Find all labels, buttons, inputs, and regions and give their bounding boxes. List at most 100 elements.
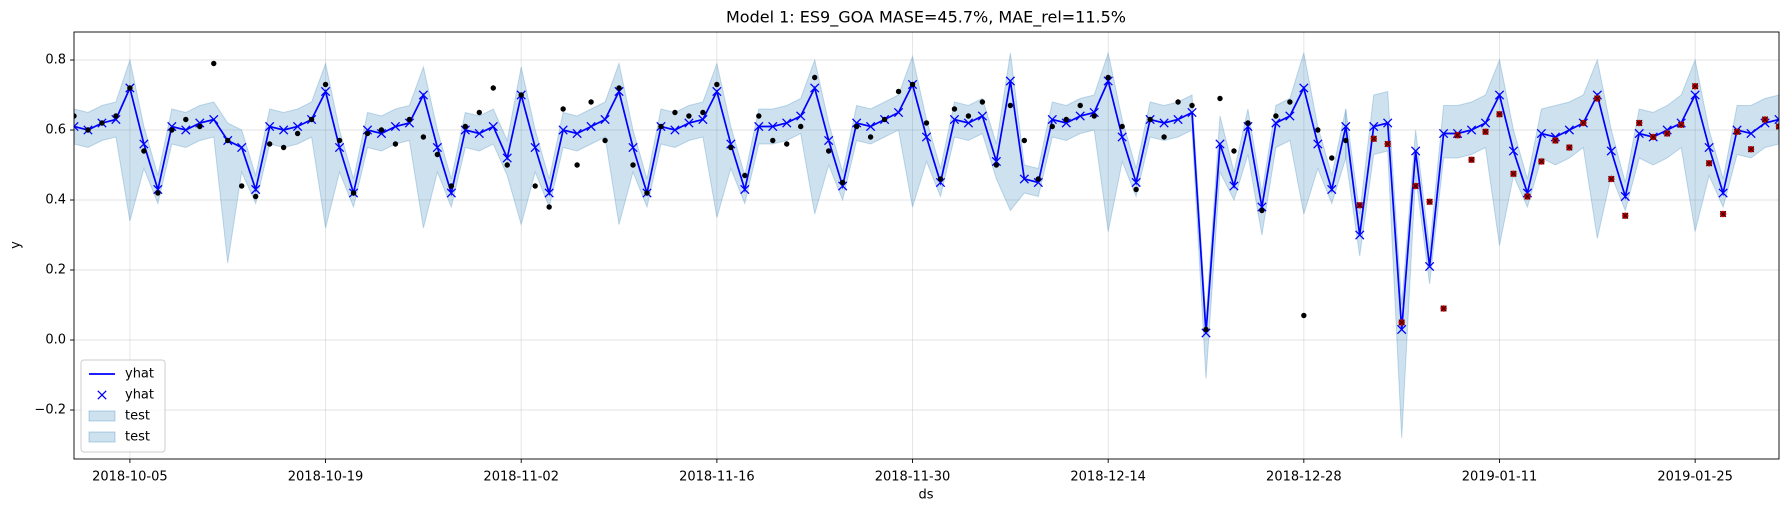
forecast-marker bbox=[935, 177, 946, 188]
forecast-marker bbox=[1620, 191, 1630, 202]
test-point-cross bbox=[1356, 202, 1363, 209]
x-tick-label: 2018-10-05 bbox=[92, 470, 168, 485]
forecast-marker bbox=[1075, 111, 1085, 121]
test-point-cross bbox=[1426, 198, 1433, 205]
actual-point bbox=[951, 106, 958, 112]
x-tick-label: 2018-11-30 bbox=[875, 470, 951, 485]
actual-point bbox=[560, 106, 566, 112]
actual-point bbox=[839, 179, 846, 186]
test-point bbox=[1649, 133, 1657, 141]
actual-point bbox=[574, 162, 580, 168]
actual-point bbox=[1021, 137, 1028, 144]
test-point-cross bbox=[1775, 123, 1779, 130]
forecast-marker bbox=[963, 118, 974, 128]
test-point bbox=[1594, 95, 1601, 102]
test-point-cross bbox=[1719, 210, 1727, 218]
actual-point bbox=[504, 162, 510, 168]
forecast-marker bbox=[264, 121, 275, 132]
test-point bbox=[1608, 175, 1615, 183]
forecast-marker bbox=[474, 128, 484, 139]
actual-point bbox=[448, 183, 455, 189]
forecast-marker bbox=[1397, 324, 1407, 335]
test-point-cross bbox=[1649, 133, 1657, 141]
test-point bbox=[1370, 135, 1377, 142]
test-point-cross bbox=[1747, 146, 1755, 153]
actual-point bbox=[336, 137, 343, 144]
test-point-cross bbox=[1384, 140, 1391, 148]
actual-point bbox=[784, 141, 790, 147]
forecast-marker bbox=[432, 142, 443, 153]
test-point bbox=[1482, 128, 1489, 135]
legend-marker bbox=[97, 390, 107, 400]
actual-point bbox=[155, 190, 161, 196]
actual-point bbox=[1063, 116, 1069, 123]
forecast-marker bbox=[782, 118, 792, 128]
forecast-marker bbox=[1173, 114, 1183, 125]
forecast-marker bbox=[209, 114, 219, 125]
forecast-marker bbox=[810, 83, 820, 93]
forecast-marker bbox=[376, 128, 387, 139]
test-point bbox=[1705, 160, 1713, 167]
test-point bbox=[1761, 116, 1769, 123]
test-point-cross bbox=[1622, 212, 1629, 219]
forecast-marker bbox=[712, 86, 722, 97]
actual-point bbox=[993, 162, 1000, 168]
actual-point bbox=[197, 123, 203, 130]
actual-point bbox=[923, 120, 930, 126]
forecast-marker bbox=[824, 135, 834, 146]
forecast-marker bbox=[1424, 261, 1435, 272]
test-point bbox=[1747, 146, 1755, 153]
forecast-marker bbox=[1480, 118, 1491, 128]
test-point-cross bbox=[1677, 121, 1685, 128]
y-tick-label: 0.8 bbox=[45, 53, 66, 68]
actual-point bbox=[1035, 176, 1042, 182]
actual-point bbox=[825, 148, 832, 154]
actual-point bbox=[644, 190, 650, 196]
actual-point bbox=[1343, 137, 1349, 144]
forecast-marker bbox=[1327, 184, 1337, 195]
forecast-marker bbox=[851, 118, 862, 128]
actual-point bbox=[1091, 113, 1097, 119]
actual-point bbox=[742, 172, 748, 179]
legend-label: yhat bbox=[125, 388, 154, 403]
forecast-marker bbox=[1564, 125, 1575, 135]
forecast-marker bbox=[1103, 76, 1113, 86]
actual-point bbox=[630, 162, 636, 168]
actual-point bbox=[937, 176, 944, 182]
forecast-marker bbox=[600, 114, 610, 125]
forecast-marker bbox=[1089, 107, 1099, 118]
test-point-cross bbox=[1482, 128, 1489, 135]
actual-point bbox=[518, 92, 524, 98]
forecast-marker bbox=[1508, 146, 1519, 156]
test-point bbox=[1636, 119, 1643, 127]
actual-point bbox=[239, 183, 245, 189]
actual-point bbox=[1231, 148, 1237, 154]
actual-point bbox=[714, 81, 720, 88]
test-point-cross bbox=[1496, 111, 1503, 118]
actual-point bbox=[1245, 120, 1251, 126]
forecast-marker bbox=[1341, 121, 1351, 132]
test-point bbox=[1538, 158, 1545, 165]
x-tick-label: 2018-12-28 bbox=[1266, 470, 1342, 485]
forecast-marker bbox=[1005, 76, 1016, 86]
actual-point bbox=[1007, 102, 1014, 109]
test-point bbox=[1622, 212, 1629, 219]
forecast-marker bbox=[320, 86, 331, 97]
test-point-cross bbox=[1580, 119, 1587, 127]
actual-point bbox=[169, 127, 175, 133]
forecast-marker bbox=[1299, 83, 1309, 93]
test-point bbox=[1454, 132, 1461, 139]
test-point bbox=[1524, 193, 1531, 200]
test-point bbox=[1426, 198, 1433, 205]
forecast-marker bbox=[488, 121, 498, 132]
actual-point bbox=[1147, 116, 1153, 123]
forecast-marker bbox=[502, 153, 512, 163]
forecast-marker bbox=[418, 90, 429, 100]
forecast-marker bbox=[1774, 114, 1779, 125]
actual-point bbox=[1133, 186, 1139, 193]
actual-point bbox=[294, 130, 301, 137]
forecast-marker bbox=[1690, 90, 1700, 100]
forecast-marker bbox=[977, 111, 988, 121]
legend-label: yhat bbox=[125, 367, 154, 382]
